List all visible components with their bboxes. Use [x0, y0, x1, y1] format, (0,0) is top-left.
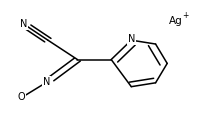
Text: N: N: [20, 19, 27, 29]
Text: +: +: [182, 11, 188, 20]
Text: N: N: [128, 34, 135, 44]
Text: Ag: Ag: [169, 16, 183, 26]
Text: O: O: [18, 92, 25, 102]
Text: N: N: [43, 77, 51, 86]
